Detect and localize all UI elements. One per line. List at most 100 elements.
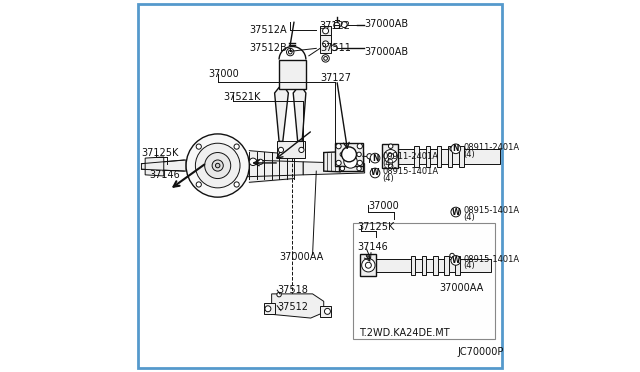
Text: (4): (4) bbox=[383, 159, 394, 168]
Circle shape bbox=[450, 253, 454, 258]
Polygon shape bbox=[324, 152, 340, 172]
Text: 08915-1401A: 08915-1401A bbox=[463, 206, 519, 215]
Text: 37125K: 37125K bbox=[141, 148, 179, 157]
Circle shape bbox=[265, 306, 271, 312]
Text: (4): (4) bbox=[463, 150, 475, 159]
Polygon shape bbox=[264, 303, 275, 314]
Polygon shape bbox=[339, 152, 363, 171]
Text: 37521K: 37521K bbox=[223, 92, 260, 102]
Polygon shape bbox=[277, 141, 305, 158]
Text: 37512A: 37512A bbox=[250, 25, 287, 35]
Circle shape bbox=[234, 182, 239, 187]
Circle shape bbox=[205, 153, 231, 179]
Polygon shape bbox=[293, 87, 306, 141]
Circle shape bbox=[344, 155, 357, 168]
Circle shape bbox=[451, 207, 461, 217]
Circle shape bbox=[250, 158, 257, 166]
Circle shape bbox=[323, 28, 328, 34]
Polygon shape bbox=[433, 256, 438, 275]
Text: 37000: 37000 bbox=[209, 70, 239, 79]
Polygon shape bbox=[320, 35, 331, 53]
Text: W: W bbox=[371, 169, 380, 177]
Text: 08911-2401A: 08911-2401A bbox=[463, 143, 519, 152]
Circle shape bbox=[216, 163, 220, 168]
Polygon shape bbox=[335, 143, 363, 166]
Text: 37000AA: 37000AA bbox=[279, 252, 323, 262]
Circle shape bbox=[324, 308, 330, 314]
Polygon shape bbox=[141, 160, 186, 171]
Text: 08915-1401A: 08915-1401A bbox=[463, 255, 519, 264]
Text: 37000AB: 37000AB bbox=[365, 47, 409, 57]
Text: 37122: 37122 bbox=[319, 21, 350, 31]
Text: 37518: 37518 bbox=[277, 285, 308, 295]
Polygon shape bbox=[303, 162, 365, 175]
Circle shape bbox=[357, 160, 362, 166]
Circle shape bbox=[324, 57, 328, 60]
Circle shape bbox=[384, 150, 397, 163]
Circle shape bbox=[357, 152, 362, 157]
Text: 08915-1401A: 08915-1401A bbox=[383, 167, 438, 176]
Text: T.2WD.KA24DE.MT: T.2WD.KA24DE.MT bbox=[359, 328, 450, 338]
Circle shape bbox=[196, 144, 202, 149]
Circle shape bbox=[196, 182, 202, 187]
Circle shape bbox=[388, 153, 394, 159]
Circle shape bbox=[323, 41, 328, 47]
Polygon shape bbox=[444, 256, 449, 275]
Text: 37125K: 37125K bbox=[357, 222, 395, 232]
Polygon shape bbox=[271, 294, 324, 318]
Bar bbox=[353, 223, 495, 339]
Text: 37000AA: 37000AA bbox=[439, 283, 483, 293]
Text: N: N bbox=[452, 144, 459, 153]
Circle shape bbox=[334, 22, 340, 28]
Circle shape bbox=[341, 22, 347, 28]
Circle shape bbox=[357, 166, 362, 171]
Polygon shape bbox=[415, 146, 419, 167]
Polygon shape bbox=[275, 87, 289, 141]
Circle shape bbox=[299, 147, 304, 153]
Text: JC70000P: JC70000P bbox=[458, 347, 504, 356]
Text: 37000AB: 37000AB bbox=[365, 19, 409, 29]
Text: (4): (4) bbox=[463, 213, 475, 222]
Polygon shape bbox=[248, 160, 303, 177]
Polygon shape bbox=[279, 60, 306, 89]
Circle shape bbox=[365, 262, 371, 268]
Text: 37146: 37146 bbox=[357, 243, 388, 252]
Text: 37511: 37511 bbox=[320, 44, 351, 53]
Circle shape bbox=[388, 144, 393, 148]
Circle shape bbox=[195, 143, 240, 188]
Polygon shape bbox=[383, 149, 500, 164]
Text: N: N bbox=[372, 154, 378, 163]
Polygon shape bbox=[422, 256, 426, 275]
Circle shape bbox=[336, 144, 341, 149]
Circle shape bbox=[336, 160, 341, 166]
Circle shape bbox=[322, 55, 330, 62]
Polygon shape bbox=[437, 146, 441, 167]
Text: 37127: 37127 bbox=[320, 73, 351, 83]
Circle shape bbox=[362, 259, 375, 272]
Text: W: W bbox=[452, 208, 460, 217]
Circle shape bbox=[234, 144, 239, 149]
Text: 37146: 37146 bbox=[149, 170, 180, 180]
Circle shape bbox=[258, 159, 263, 164]
Circle shape bbox=[367, 154, 372, 159]
Circle shape bbox=[287, 48, 294, 56]
Polygon shape bbox=[360, 254, 376, 276]
Circle shape bbox=[451, 256, 461, 265]
Circle shape bbox=[450, 147, 454, 151]
Text: W: W bbox=[452, 256, 460, 265]
Text: (4): (4) bbox=[383, 174, 394, 183]
Circle shape bbox=[331, 45, 337, 51]
Polygon shape bbox=[320, 306, 331, 317]
Circle shape bbox=[277, 292, 282, 297]
Polygon shape bbox=[334, 25, 339, 28]
Circle shape bbox=[340, 166, 344, 171]
Polygon shape bbox=[426, 146, 430, 167]
Polygon shape bbox=[448, 146, 452, 167]
Polygon shape bbox=[456, 256, 460, 275]
Circle shape bbox=[186, 134, 250, 197]
Polygon shape bbox=[320, 26, 331, 35]
Polygon shape bbox=[361, 259, 491, 272]
Circle shape bbox=[340, 152, 344, 157]
Circle shape bbox=[370, 153, 380, 163]
Text: (4): (4) bbox=[463, 262, 475, 270]
